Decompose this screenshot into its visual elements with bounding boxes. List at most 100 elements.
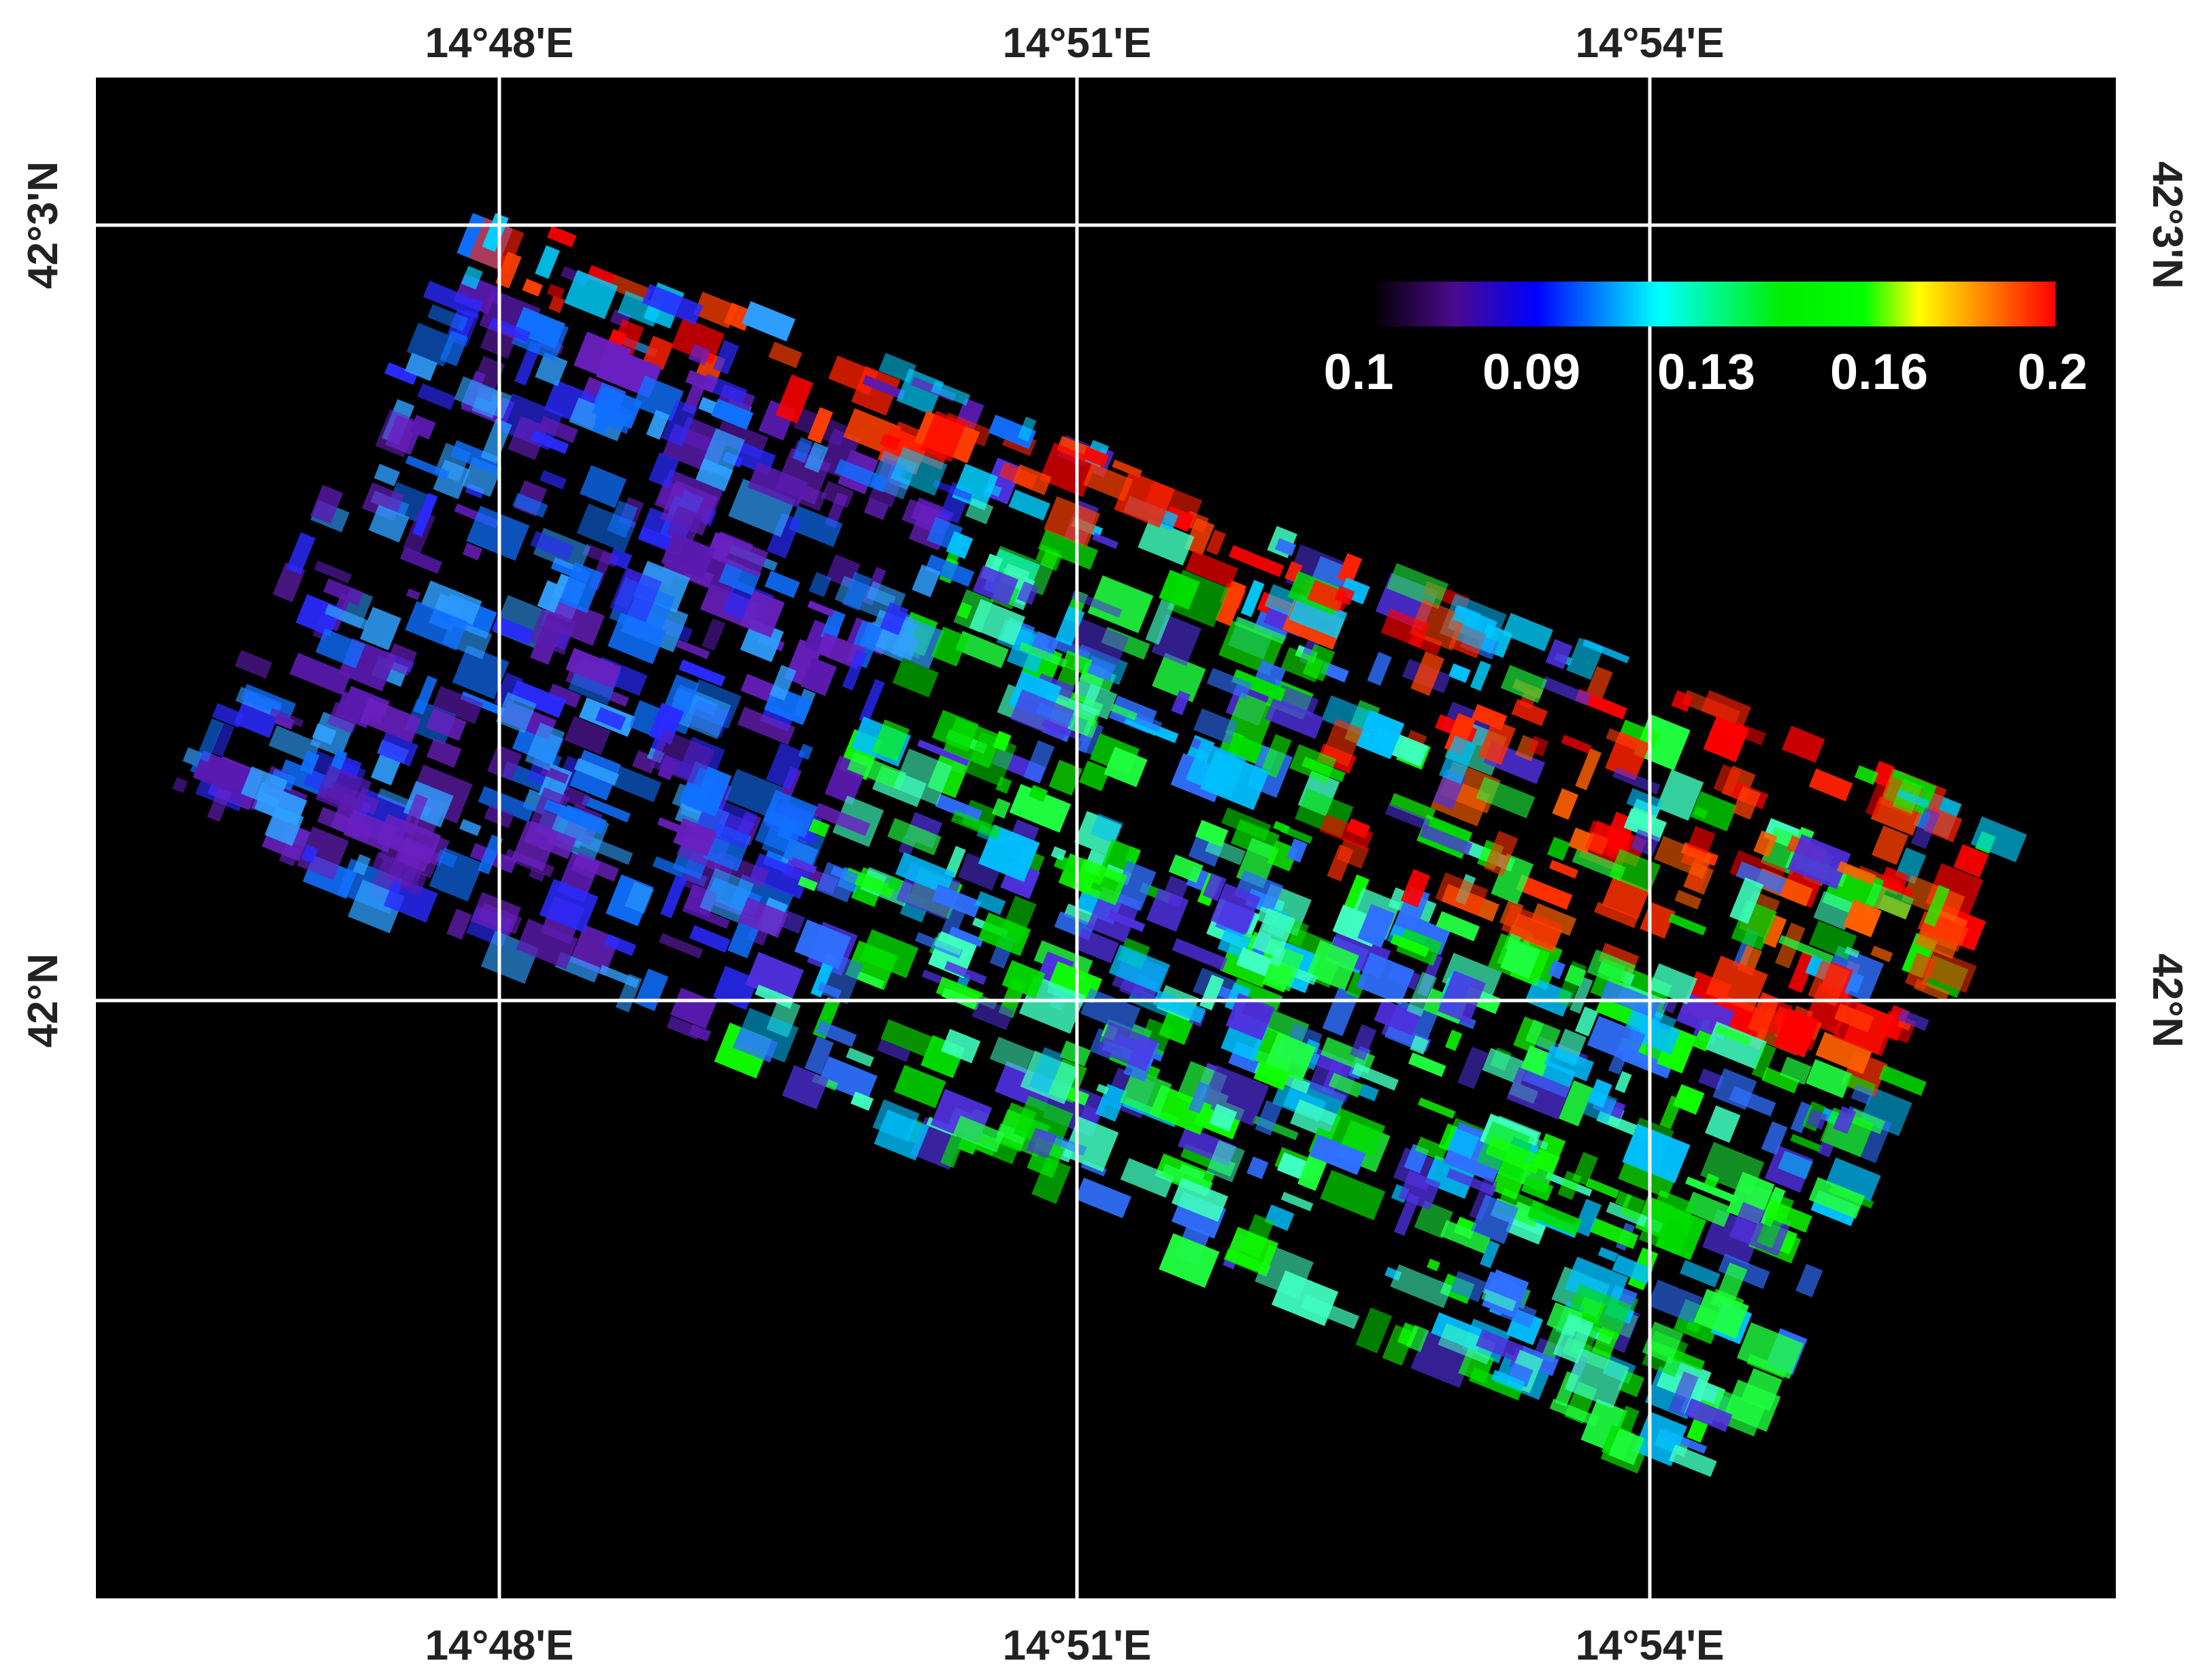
raster-patch xyxy=(1582,1089,1618,1124)
raster-patch xyxy=(712,339,740,375)
raster-patch xyxy=(648,452,680,488)
raster-patch xyxy=(1707,1388,1766,1437)
raster-patch xyxy=(1159,569,1200,610)
raster-patch xyxy=(1084,655,1116,682)
raster-patch xyxy=(1764,1199,1812,1233)
raster-patch xyxy=(1307,579,1347,612)
raster-patch xyxy=(1070,590,1123,618)
raster-patch xyxy=(565,648,622,689)
raster-patch xyxy=(1038,529,1098,570)
raster-patch xyxy=(1614,1071,1632,1094)
raster-patch xyxy=(1813,890,1856,930)
raster-patch xyxy=(459,819,482,837)
raster-patch xyxy=(1553,1313,1594,1364)
raster-patch xyxy=(478,786,535,822)
raster-patch xyxy=(700,428,745,480)
raster-patch xyxy=(1672,1083,1705,1115)
raster-patch xyxy=(312,723,337,745)
raster-patch xyxy=(1414,1137,1448,1162)
raster-patch xyxy=(401,794,428,835)
raster-patch xyxy=(659,933,703,959)
raster-patch xyxy=(1561,735,1592,754)
raster-patch xyxy=(1480,1240,1500,1269)
raster-patch xyxy=(975,891,1006,915)
lon-label: 14°54'E xyxy=(1576,1622,1725,1669)
raster-patch xyxy=(1557,1171,1582,1200)
raster-patch xyxy=(399,546,443,574)
raster-patch xyxy=(1476,776,1536,819)
raster-patch xyxy=(788,505,843,548)
raster-patch xyxy=(1527,735,1549,757)
raster-patch xyxy=(1048,961,1103,1004)
raster-patch xyxy=(969,599,1026,646)
raster-patch xyxy=(1309,1134,1366,1175)
raster-patch xyxy=(1163,505,1195,532)
raster-patch xyxy=(1193,708,1238,745)
raster-patch xyxy=(405,588,421,601)
raster-patch xyxy=(1781,726,1825,763)
raster-patch xyxy=(1753,830,1778,858)
raster-patch xyxy=(804,1036,834,1075)
raster-patch xyxy=(749,853,810,899)
raster-patch xyxy=(359,697,422,743)
raster-patch xyxy=(1327,1107,1386,1157)
raster-patch xyxy=(297,826,349,880)
raster-patch xyxy=(917,739,970,767)
raster-patch xyxy=(1308,1046,1353,1078)
raster-patch xyxy=(932,480,972,501)
raster-patch xyxy=(866,581,906,611)
raster-patch xyxy=(286,532,316,575)
raster-patch xyxy=(1374,998,1421,1036)
raster-patch xyxy=(1231,669,1287,702)
raster-patch xyxy=(535,245,560,280)
colorbar-tick-label: 0.2 xyxy=(2018,343,2088,400)
raster-patch xyxy=(1736,861,1787,894)
raster-patch xyxy=(172,777,188,793)
raster-patch xyxy=(405,601,468,651)
raster-patch xyxy=(1837,860,1876,886)
raster-patch xyxy=(417,383,457,410)
raster-patch xyxy=(972,565,1018,605)
raster-patch xyxy=(446,908,472,940)
raster-patch xyxy=(671,317,725,365)
raster-patch xyxy=(1546,837,1570,861)
raster-patch xyxy=(384,362,418,386)
raster-patch xyxy=(1171,1177,1229,1222)
raster-patch xyxy=(1527,1200,1582,1236)
raster-patch xyxy=(1075,1177,1131,1219)
raster-patch xyxy=(1843,899,1882,938)
raster-patch xyxy=(1693,1289,1749,1339)
raster-patch xyxy=(491,616,535,645)
raster-patch xyxy=(877,1039,911,1062)
raster-patch xyxy=(1729,877,1764,924)
raster-patch xyxy=(608,612,667,665)
raster-patch xyxy=(880,433,901,451)
raster-patch xyxy=(931,884,982,918)
raster-patch xyxy=(1225,692,1277,747)
raster-patch xyxy=(1502,613,1553,652)
raster-patch xyxy=(1548,860,1579,879)
raster-patch xyxy=(1253,1061,1290,1090)
raster-patch xyxy=(480,418,512,464)
raster-patch xyxy=(1706,955,1768,1013)
raster-patch xyxy=(1410,651,1445,696)
raster-patch xyxy=(1233,870,1284,911)
raster-patch xyxy=(790,857,818,874)
raster-patch xyxy=(1701,690,1752,728)
raster-patch xyxy=(1527,1136,1549,1150)
raster-patch xyxy=(547,225,577,248)
raster-patch xyxy=(240,684,297,720)
raster-patch xyxy=(993,730,1012,752)
raster-patch xyxy=(1774,1008,1819,1058)
raster-patch xyxy=(427,304,469,332)
raster-patch xyxy=(1531,903,1577,936)
raster-patch xyxy=(1485,1136,1544,1175)
raster-patch xyxy=(1280,647,1325,683)
raster-patch xyxy=(1521,1045,1552,1077)
raster-patch xyxy=(657,817,681,833)
raster-patch xyxy=(764,570,800,599)
raster-patch xyxy=(595,707,627,730)
raster-patch xyxy=(1806,1109,1828,1130)
raster-patch xyxy=(1630,828,1660,857)
raster-patch xyxy=(1614,1190,1632,1208)
